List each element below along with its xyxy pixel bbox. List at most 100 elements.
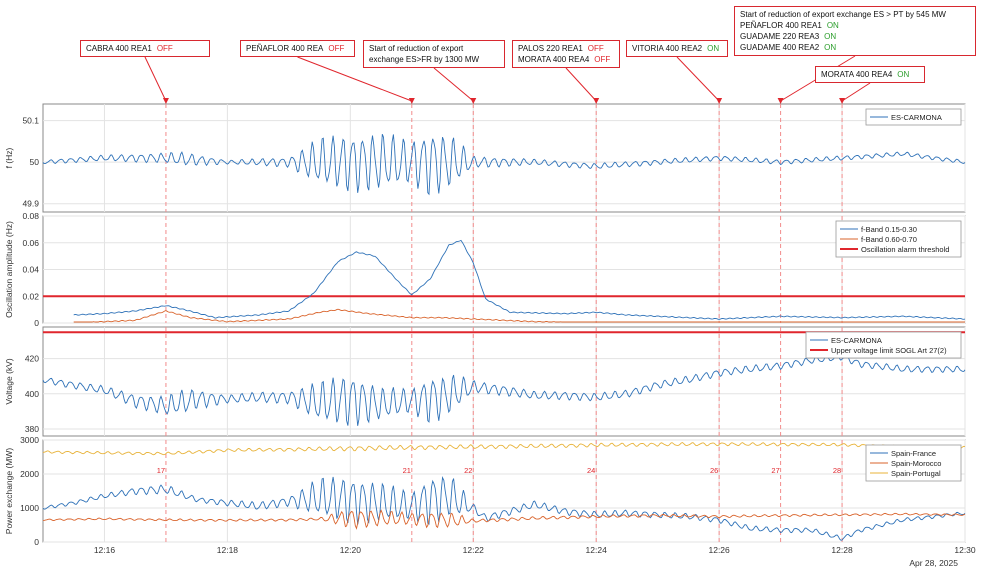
annotation-box: CABRA 400 REA1 OFF	[80, 40, 210, 57]
event-marker-label: 26	[710, 466, 718, 475]
annotation-text: GUADAME 400 REA2	[740, 43, 820, 52]
annotation-status: ON	[826, 21, 839, 30]
y-axis-label: f (Hz)	[4, 147, 14, 168]
annotation-status: ON	[824, 32, 837, 41]
x-tick-label: 12:24	[586, 545, 608, 555]
annotation-connectors	[144, 55, 871, 104]
annotation-text: MORATA 400 REA4	[821, 70, 893, 79]
annotation-arrowhead	[470, 98, 477, 104]
panel-frame	[42, 103, 966, 213]
annotation-text: GUADAME 220 REA3	[740, 32, 820, 41]
annotation-status: ON	[707, 44, 720, 53]
event-marker-label: 17	[157, 466, 165, 475]
annotation-line: Start of reduction of export	[369, 43, 499, 54]
annotation-text: PEÑAFLOR 400 REA1	[740, 21, 822, 30]
annotation-status: OFF	[156, 44, 173, 53]
legend-box	[805, 331, 962, 359]
y-tick-label: 0.08	[22, 211, 39, 221]
annotation-connector	[841, 82, 871, 102]
series-line	[42, 509, 966, 530]
annotation-connector	[433, 67, 474, 102]
annotation-box: MORATA 400 REA4 ON	[815, 66, 925, 83]
annotation-text: Start of reduction of export	[369, 44, 464, 53]
annotation-line: CABRA 400 REA1 OFF	[86, 43, 204, 54]
annotation-arrowhead	[162, 98, 169, 104]
y-tick-label: 0.02	[22, 291, 39, 301]
x-axis-date-label: Apr 28, 2025	[909, 558, 958, 568]
event-marker-label: 21	[403, 466, 411, 475]
annotation-arrowhead	[593, 98, 600, 104]
y-tick-label: 400	[25, 389, 39, 399]
annotation-connector	[297, 56, 412, 102]
annotation-text: MORATA 400 REA4	[518, 55, 590, 64]
annotation-connector	[144, 56, 167, 102]
annotation-status: OFF	[328, 44, 345, 53]
annotation-text: PEÑAFLOR 400 REA	[246, 44, 324, 53]
series-line	[73, 308, 965, 323]
y-tick-label: 380	[25, 424, 39, 434]
annotation-line: PEÑAFLOR 400 REA1 ON	[740, 20, 970, 31]
panel-1: 50.1 50 49.9 f (Hz) ES-CARMONA	[4, 103, 966, 213]
annotation-arrowhead	[716, 98, 723, 104]
event-marker-label: 24	[587, 466, 595, 475]
x-tick-label: 12:26	[708, 545, 730, 555]
legend-entry: Spain-Morocco	[891, 459, 941, 468]
annotation-box: VITORIA 400 REA2 ON	[626, 40, 728, 57]
annotation-status: OFF	[587, 44, 604, 53]
x-tick-label: 12:18	[217, 545, 239, 555]
series-line	[73, 239, 966, 320]
annotation-box: PEÑAFLOR 400 REA OFF	[240, 40, 355, 57]
legend-entry: Spain-Portugal	[891, 469, 941, 478]
y-axis-label: Power exchange (MW)	[4, 448, 14, 535]
legend: f-Band 0.15-0.30f-Band 0.60-0.70Oscillat…	[835, 220, 962, 258]
event-marker-label: 28	[833, 466, 841, 475]
y-axis-label: Oscillation amplitude (Hz)	[4, 221, 14, 318]
panel-2: 0.08 0.06 0.04 0.02 0 Oscillation amplitude (…	[4, 211, 966, 328]
series-line	[42, 353, 966, 426]
event-marker-label: 27	[771, 466, 779, 475]
series-line	[42, 441, 966, 456]
legend-box	[865, 108, 962, 126]
y-tick-label: 49.9	[22, 199, 39, 209]
annotation-text: VITORIA 400 REA2	[632, 44, 703, 53]
series-line	[42, 134, 966, 196]
y-tick-label: 50.1	[22, 116, 39, 126]
legend-entry: Upper voltage limit SOGL Art 27(2)	[831, 346, 947, 355]
x-axis: Apr 28, 2025 12:16 12:18 12:20 12:22 12:24 12…	[94, 545, 976, 568]
y-tick-label: 0	[34, 318, 39, 328]
annotation-line: MORATA 400 REA4 ON	[821, 69, 919, 80]
annotation-arrowhead	[408, 98, 415, 104]
y-tick-label: 0.06	[22, 238, 39, 248]
x-tick-label: 12:30	[954, 545, 976, 555]
y-tick-label: 2000	[20, 469, 39, 479]
y-tick-label: 50	[30, 157, 40, 167]
annotation-line: MORATA 400 REA4 OFF	[518, 54, 614, 65]
annotation-text: exchange ES>FR by 1300 MW	[369, 55, 480, 64]
legend-entry: f-Band 0.15-0.30	[861, 225, 917, 234]
annotation-line: Start of reduction of export exchange ES…	[740, 9, 970, 20]
panel-frame	[42, 439, 966, 543]
legend-entry: ES-CARMONA	[831, 336, 882, 345]
annotation-line: PALOS 220 REA1 OFF	[518, 43, 614, 54]
annotation-text: Start of reduction of export exchange ES…	[740, 10, 946, 19]
series-line	[42, 475, 966, 541]
x-tick-label: 12:16	[94, 545, 116, 555]
y-tick-label: 0	[34, 537, 39, 547]
annotation-status: OFF	[594, 55, 611, 64]
x-tick-label: 12:28	[831, 545, 853, 555]
legend-entry: Oscillation alarm threshold	[861, 245, 949, 254]
annotation-line: exchange ES>FR by 1300 MW	[369, 54, 499, 65]
annotation-line: PEÑAFLOR 400 REA OFF	[246, 43, 349, 54]
annotation-line: VITORIA 400 REA2 ON	[632, 43, 722, 54]
y-tick-label: 1000	[20, 503, 39, 513]
event-marker-label: 22	[464, 466, 472, 475]
annotation-box: Start of reduction of export exchange ES>…	[363, 40, 505, 68]
annotation-arrowhead	[777, 98, 784, 104]
annotation-line: GUADAME 400 REA2 ON	[740, 42, 970, 53]
annotation-line: GUADAME 220 REA3 ON	[740, 31, 970, 42]
